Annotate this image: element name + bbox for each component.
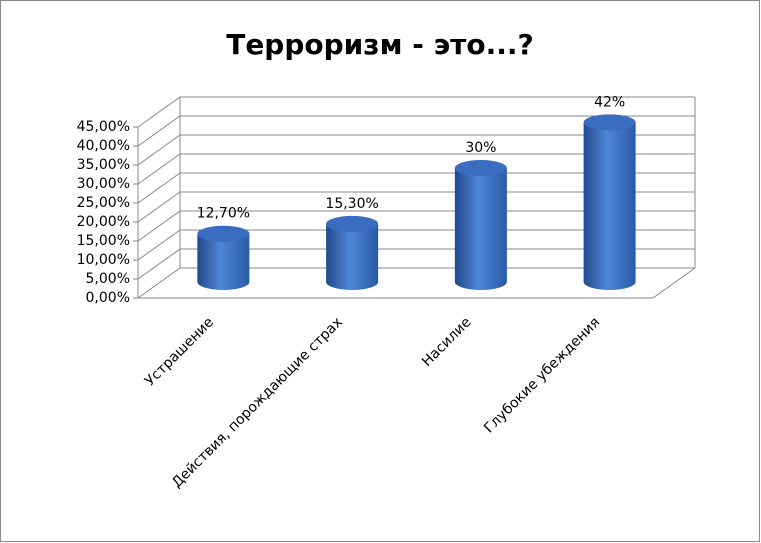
bar-top bbox=[583, 114, 636, 131]
grid-line bbox=[137, 248, 695, 280]
grid-line bbox=[137, 172, 695, 204]
bar-body bbox=[454, 168, 507, 290]
y-tick-label: 45,00% bbox=[77, 119, 130, 135]
grid-line bbox=[137, 134, 695, 166]
grid-line bbox=[137, 191, 695, 223]
value-label: 42% bbox=[594, 94, 625, 110]
y-tick-label: 35,00% bbox=[77, 157, 130, 173]
grid-line bbox=[137, 210, 695, 242]
y-tick-label: 40,00% bbox=[77, 138, 130, 154]
grid-line bbox=[137, 96, 695, 128]
bar-body bbox=[583, 122, 636, 291]
grid-line bbox=[137, 115, 695, 147]
bar bbox=[583, 114, 636, 291]
bar-body bbox=[197, 233, 250, 290]
bar bbox=[326, 215, 379, 290]
y-tick-label: 25,00% bbox=[77, 195, 130, 211]
bar-top bbox=[326, 215, 379, 232]
bar bbox=[454, 160, 507, 290]
value-label: 12,70% bbox=[197, 206, 250, 222]
floor bbox=[138, 267, 696, 299]
bar-body bbox=[326, 223, 379, 290]
y-tick-label: 30,00% bbox=[77, 176, 130, 192]
value-label: 15,30% bbox=[325, 196, 378, 212]
grid-line bbox=[137, 267, 695, 299]
y-tick-label: 10,00% bbox=[77, 252, 130, 268]
grid-line bbox=[137, 229, 695, 261]
chart-title: Терроризм - это...? bbox=[226, 28, 534, 61]
y-tick-label: 15,00% bbox=[77, 233, 130, 249]
y-tick-label: 20,00% bbox=[77, 214, 130, 230]
bar-top bbox=[454, 160, 507, 176]
grid-line bbox=[137, 153, 695, 185]
y-tick-label: 5,00% bbox=[86, 271, 130, 287]
y-tick-label: 0,00% bbox=[86, 290, 130, 306]
bar-top bbox=[197, 225, 250, 242]
value-label: 30% bbox=[465, 140, 496, 156]
bar bbox=[197, 225, 250, 290]
